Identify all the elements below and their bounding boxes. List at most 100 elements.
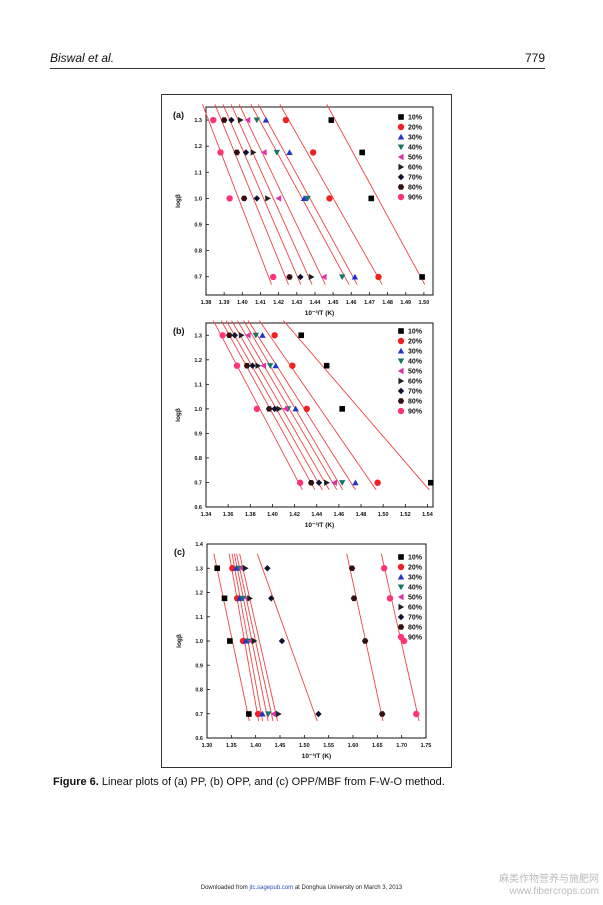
y-tick-label: 1.0 <box>194 407 202 413</box>
x-tick-label: 1.48 <box>356 512 367 518</box>
y-tick-label: 0.9 <box>194 431 202 437</box>
data-point <box>268 595 275 602</box>
header-rule <box>50 68 545 69</box>
legend-label: 50% <box>408 594 423 601</box>
data-point <box>374 479 381 486</box>
x-tick-label: 1.55 <box>323 743 334 749</box>
data-point <box>260 149 267 156</box>
x-tick-label: 1.42 <box>273 300 284 306</box>
x-tick-label: 1.75 <box>421 743 432 749</box>
data-point <box>315 479 323 486</box>
legend-marker <box>397 387 405 395</box>
data-point <box>210 116 217 124</box>
page-number: 779 <box>524 51 545 65</box>
footer-prefix: Downloaded from <box>200 885 250 891</box>
figure-svg: 1.38 1.39 1.40 1.41 1.42 1.43 1.44 1.45 1.46 1.47… <box>173 104 434 760</box>
legend-label: 90% <box>408 634 423 641</box>
data-point <box>339 480 346 486</box>
data-point <box>273 149 281 156</box>
data-point <box>298 332 305 339</box>
x-tick-label: 1.50 <box>299 743 310 749</box>
legend-label: 20% <box>408 564 423 571</box>
data-point <box>252 332 260 339</box>
panel-a: 1.38 1.39 1.40 1.41 1.42 1.43 1.44 1.45 1.46 1.47… <box>173 104 434 317</box>
footer-suffix: at Donghua University on March 3, 2013 <box>293 885 403 891</box>
footer-link[interactable]: jtc.sagepub.com <box>249 885 294 891</box>
x-tick-label: 1.40 <box>237 300 248 306</box>
legend-marker <box>398 328 404 334</box>
figure-frame: 1.38 1.39 1.40 1.41 1.42 1.43 1.44 1.45 1.46 1.47… <box>161 94 452 768</box>
y-tick-label: 0.7 <box>194 480 202 486</box>
data-point <box>352 479 359 486</box>
data-point <box>238 565 245 572</box>
x-tick-label: 1.44 <box>310 300 322 306</box>
data-point <box>375 273 382 281</box>
data-point <box>359 149 365 156</box>
x-tick-label: 1.40 <box>250 743 261 749</box>
data-point <box>233 362 241 369</box>
data-point <box>227 638 233 644</box>
data-point <box>228 116 235 124</box>
data-point <box>324 479 330 486</box>
data-point <box>282 116 290 124</box>
data-point <box>271 405 278 413</box>
data-point <box>246 711 252 717</box>
data-point <box>304 195 311 202</box>
data-point <box>276 405 283 413</box>
y-tick-label: 0.8 <box>194 249 202 255</box>
x-tick-label: 1.48 <box>382 300 393 306</box>
fit-line <box>283 320 430 491</box>
legend-label: 70% <box>408 388 423 395</box>
x-axis-label: 10⁻³/T (K) <box>305 522 334 529</box>
plot-area <box>205 106 434 296</box>
data-point <box>272 362 279 369</box>
data-point <box>247 595 254 602</box>
data-point <box>249 362 256 369</box>
legend-label: 60% <box>408 164 423 171</box>
data-point <box>292 405 299 412</box>
data-point <box>250 149 257 156</box>
x-axis-label: 10⁻³/T (K) <box>305 310 334 317</box>
data-point <box>239 595 247 602</box>
data-point <box>278 637 286 645</box>
data-point <box>244 116 251 124</box>
data-point <box>255 362 262 369</box>
fit-line <box>231 320 330 491</box>
fit-line <box>225 320 323 491</box>
data-point <box>282 405 289 413</box>
download-footer: Downloaded from jtc.sagepub.com at Dongh… <box>0 885 603 891</box>
data-point <box>296 479 304 486</box>
fit-line <box>250 104 350 285</box>
panel-b: 1.34 1.36 1.38 1.40 1.42 1.44 1.46 1.48 1.50 1.52… <box>173 320 434 529</box>
x-tick-label: 1.35 <box>226 743 237 749</box>
fit-line <box>231 553 264 722</box>
data-point <box>240 195 248 202</box>
data-point <box>259 332 266 338</box>
x-tick-label: 1.42 <box>289 512 300 518</box>
data-point <box>221 595 228 602</box>
y-tick-label: 1.2 <box>194 144 202 150</box>
legend-label: 10% <box>408 554 423 561</box>
x-tick-label: 1.34 <box>201 512 213 518</box>
legend-label: 90% <box>408 408 423 415</box>
legend-marker <box>397 398 405 404</box>
data-point <box>351 273 359 280</box>
y-tick-label: 0.7 <box>194 275 202 281</box>
data-point <box>226 195 233 202</box>
data-point <box>242 149 250 156</box>
legend-marker <box>398 377 405 385</box>
data-point <box>419 274 425 280</box>
data-point <box>219 332 226 339</box>
data-point <box>236 595 243 601</box>
y-tick-label: 1.4 <box>195 542 204 548</box>
legend-marker <box>398 603 405 611</box>
fit-line <box>220 320 316 491</box>
x-tick-label: 1.60 <box>348 743 359 749</box>
x-tick-label: 1.47 <box>364 300 375 306</box>
legend-label: 80% <box>408 398 423 405</box>
y-tick-label: 0.9 <box>194 223 202 229</box>
y-tick-label: 0.9 <box>195 663 203 669</box>
data-point <box>226 332 233 339</box>
fit-line <box>247 320 356 491</box>
data-point <box>271 332 278 339</box>
